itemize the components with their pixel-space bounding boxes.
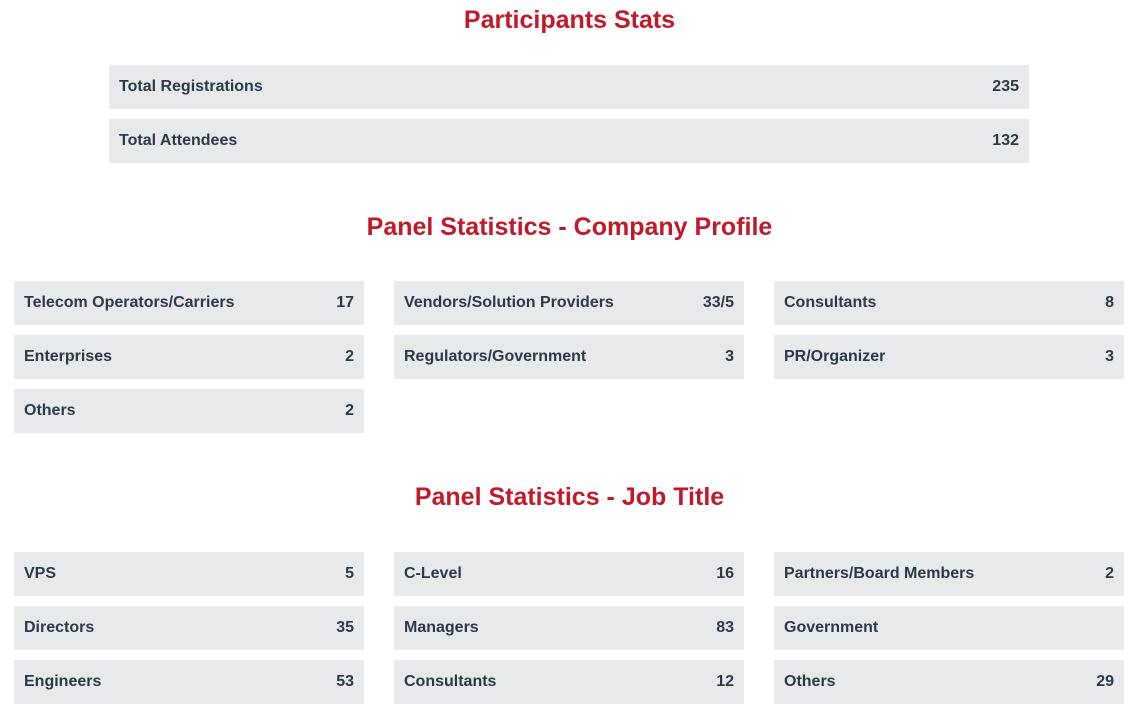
stat-value: 235 [992, 78, 1019, 95]
stat-value: 2 [345, 348, 354, 365]
stat-value: 132 [992, 132, 1019, 149]
stat-label: VPS [24, 565, 57, 582]
stat-label: Managers [404, 619, 479, 636]
stat-value: 3 [725, 348, 734, 365]
stat-value: 12 [716, 673, 734, 690]
company-stat-consultants: Consultants 8 [774, 281, 1124, 325]
stat-label: C-Level [404, 565, 462, 582]
stat-value: 17 [336, 294, 354, 311]
stat-value: 29 [1096, 673, 1114, 690]
total-attendees-row: Total Attendees 132 [109, 119, 1029, 163]
company-stat-vendors: Vendors/Solution Providers 33/5 [394, 281, 744, 325]
job-stat-partners-board: Partners/Board Members 2 [774, 552, 1124, 596]
stat-label: Engineers [24, 673, 102, 690]
stat-label: Government [784, 619, 879, 636]
stat-value: 2 [345, 402, 354, 419]
stat-label: PR/Organizer [784, 348, 886, 365]
stat-label: Consultants [784, 294, 877, 311]
company-stat-telecom-operators: Telecom Operators/Carriers 17 [14, 281, 364, 325]
stat-value: 16 [716, 565, 734, 582]
company-profile-title: Panel Statistics - Company Profile [366, 213, 773, 241]
job-stat-c-level: C-Level 16 [394, 552, 744, 596]
stat-label: Vendors/Solution Providers [404, 294, 614, 311]
stat-value: 2 [1105, 565, 1114, 582]
job-title-title: Panel Statistics - Job Title [414, 483, 725, 511]
stat-value: 3 [1105, 348, 1114, 365]
stat-label: Partners/Board Members [784, 565, 975, 582]
job-stat-managers: Managers 83 [394, 606, 744, 650]
job-stat-vps: VPS 5 [14, 552, 364, 596]
stat-value: 33/5 [702, 294, 734, 311]
participants-stats-title: Participants Stats [463, 6, 676, 34]
stat-label: Regulators/Government [404, 348, 587, 365]
company-stat-enterprises: Enterprises 2 [14, 335, 364, 379]
job-stat-others: Others 29 [774, 660, 1124, 704]
stat-label: Total Attendees [119, 132, 238, 149]
job-stat-engineers: Engineers 53 [14, 660, 364, 704]
stat-value: 35 [336, 619, 354, 636]
stat-value: 5 [345, 565, 354, 582]
stat-label: Total Registrations [119, 78, 263, 95]
stat-label: Telecom Operators/Carriers [24, 294, 235, 311]
company-stat-regulators: Regulators/Government 3 [394, 335, 744, 379]
stat-value: 53 [336, 673, 354, 690]
stat-label: Others [24, 402, 76, 419]
job-stat-directors: Directors 35 [14, 606, 364, 650]
job-stat-government: Government [774, 606, 1124, 650]
company-stat-pr-organizer: PR/Organizer 3 [774, 335, 1124, 379]
company-stat-others: Others 2 [14, 389, 364, 433]
stat-label: Enterprises [24, 348, 113, 365]
stat-label: Directors [24, 619, 95, 636]
stat-label: Consultants [404, 673, 497, 690]
stat-value: 8 [1105, 294, 1114, 311]
job-stat-consultants: Consultants 12 [394, 660, 744, 704]
stat-value: 83 [716, 619, 734, 636]
stat-label: Others [784, 673, 836, 690]
total-registrations-row: Total Registrations 235 [109, 65, 1029, 109]
